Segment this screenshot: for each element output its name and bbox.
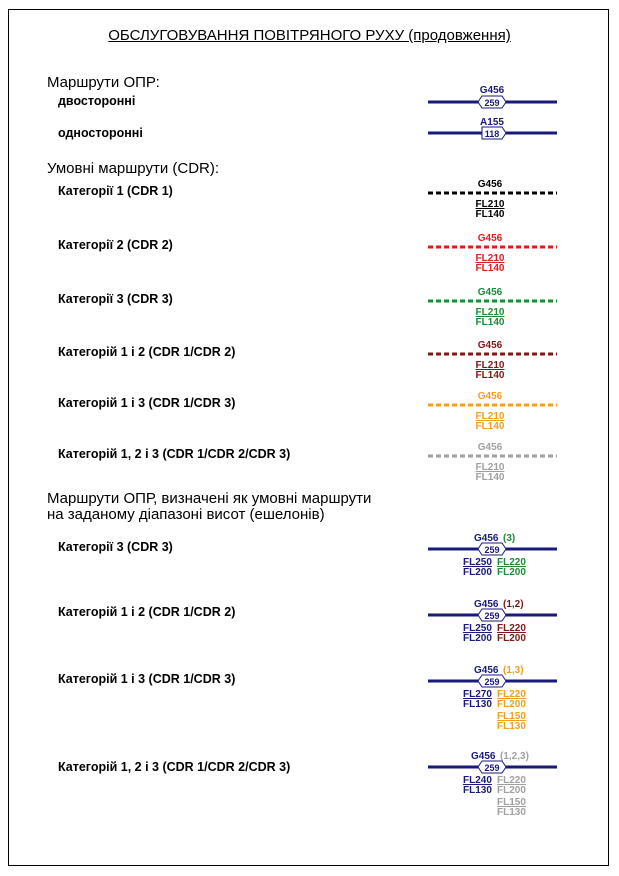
category-marker: (1,2)	[503, 599, 524, 610]
route-designator: G456	[478, 442, 503, 453]
heading-cdr-routes: Умовні маршрути (CDR):	[47, 160, 220, 177]
right-limit-1: FL220	[497, 689, 526, 700]
right-limit-3: FL150	[497, 797, 526, 808]
route-number: 259	[484, 763, 499, 773]
label-cdr2: Категорії 2 (CDR 2)	[58, 238, 173, 252]
route-number: 259	[484, 545, 499, 555]
right-limit-2: FL200	[497, 699, 526, 710]
right-limit-4: FL130	[497, 807, 526, 818]
page-border	[8, 9, 609, 866]
right-limit-2: FL200	[497, 785, 526, 796]
route-designator: G456	[474, 599, 499, 610]
route-number-box	[477, 95, 507, 109]
symbol-partial-cdr12: G456 (1,2) 259 FL250 FL200 FL220 FL200	[428, 599, 557, 644]
upper-limit: FL210	[476, 199, 505, 210]
lower-limit: FL140	[476, 421, 505, 432]
left-lower: FL200	[463, 567, 492, 578]
lower-limit: FL140	[476, 263, 505, 274]
route-number-box	[477, 542, 507, 556]
heading-ats-routes: Маршрути ОПР:	[47, 74, 160, 91]
route-number: 259	[484, 611, 499, 621]
symbol-cdr2: G456 FL210 FL140	[428, 233, 557, 274]
symbol-cdr123: G456 FL210 FL140	[428, 442, 557, 483]
route-designator: G456	[474, 665, 499, 676]
route-number: 259	[484, 677, 499, 687]
right-lower: FL200	[497, 633, 526, 644]
right-upper: FL220	[497, 623, 526, 634]
route-number-box	[477, 760, 507, 774]
upper-limit: FL210	[476, 360, 505, 371]
symbol-cdr13: G456 FL210 FL140	[428, 391, 557, 432]
lower-limit: FL140	[476, 472, 505, 483]
label-partial-cdr3: Категорії 3 (CDR 3)	[58, 540, 173, 554]
category-marker: (1,3)	[503, 665, 524, 676]
lower-limit: FL140	[476, 370, 505, 381]
label-one-way: односторонні	[58, 126, 143, 140]
left-upper: FL250	[463, 557, 492, 568]
route-number: 259	[484, 98, 499, 108]
label-cdr123: Категорій 1, 2 і 3 (CDR 1/CDR 2/CDR 3)	[58, 447, 291, 461]
symbol-cdr12: G456 FL210 FL140	[428, 340, 557, 381]
page-title: ОБСЛУГОВУВАННЯ ПОВІТРЯНОГО РУХУ (продовж…	[108, 27, 511, 44]
category-marker: (1,2,3)	[500, 751, 529, 762]
upper-limit: FL210	[476, 307, 505, 318]
route-designator: G456	[480, 85, 505, 96]
route-designator: G456	[471, 751, 496, 762]
symbol-ats-one-way: A155 118	[428, 117, 557, 140]
route-designator: G456	[478, 287, 503, 298]
label-partial-cdr123: Категорій 1, 2 і 3 (CDR 1/CDR 2/CDR 3)	[58, 760, 291, 774]
lower-limit: FL140	[476, 209, 505, 220]
heading-partial-cdr-line2: на заданому діапазоні висот (ешелонів)	[47, 506, 325, 523]
symbol-cdr1: G456 FL210 FL140	[428, 179, 557, 220]
left-upper: FL270	[463, 689, 492, 700]
right-limit-3: FL150	[497, 711, 526, 722]
route-number-box	[477, 608, 507, 622]
symbol-partial-cdr123: G456 (1,2,3) 259 FL240 FL130 FL220 FL200…	[428, 751, 557, 818]
label-two-way: двосторонні	[58, 94, 136, 108]
upper-limit: FL210	[476, 411, 505, 422]
symbol-cdr3: G456 FL210 FL140	[428, 287, 557, 328]
label-cdr3: Категорії 3 (CDR 3)	[58, 292, 173, 306]
right-limit-1: FL220	[497, 775, 526, 786]
category-marker: (3)	[503, 533, 515, 544]
route-number: 118	[485, 129, 500, 139]
label-cdr12: Категорій 1 і 2 (CDR 1/CDR 2)	[58, 345, 236, 359]
label-cdr13: Категорій 1 і 3 (CDR 1/CDR 3)	[58, 396, 236, 410]
route-designator: G456	[478, 179, 503, 190]
upper-limit: FL210	[476, 462, 505, 473]
right-upper: FL220	[497, 557, 526, 568]
route-designator: A155	[480, 117, 504, 128]
heading-partial-cdr-line1: Маршрути ОПР, визначені як умовні маршру…	[47, 490, 372, 507]
lower-limit: FL140	[476, 317, 505, 328]
route-number-box	[481, 126, 507, 140]
symbol-ats-two-way: G456 259	[428, 85, 557, 109]
route-designator: G456	[478, 391, 503, 402]
symbol-partial-cdr3: G456 (3) 259 FL250 FL200 FL220 FL200	[428, 533, 557, 578]
upper-limit: FL210	[476, 253, 505, 264]
left-lower: FL130	[463, 785, 492, 796]
route-designator: G456	[478, 233, 503, 244]
label-partial-cdr12: Категорій 1 і 2 (CDR 1/CDR 2)	[58, 605, 236, 619]
left-lower: FL130	[463, 699, 492, 710]
label-partial-cdr13: Категорій 1 і 3 (CDR 1/CDR 3)	[58, 672, 236, 686]
label-cdr1: Категорії 1 (CDR 1)	[58, 184, 173, 198]
left-upper: FL250	[463, 623, 492, 634]
left-upper: FL240	[463, 775, 492, 786]
route-number-box	[477, 674, 507, 688]
left-lower: FL200	[463, 633, 492, 644]
right-limit-4: FL130	[497, 721, 526, 732]
right-lower: FL200	[497, 567, 526, 578]
route-designator: G456	[478, 340, 503, 351]
route-designator: G456	[474, 533, 499, 544]
symbol-partial-cdr13: G456 (1,3) 259 FL270 FL130 FL220 FL200 F…	[428, 665, 557, 732]
